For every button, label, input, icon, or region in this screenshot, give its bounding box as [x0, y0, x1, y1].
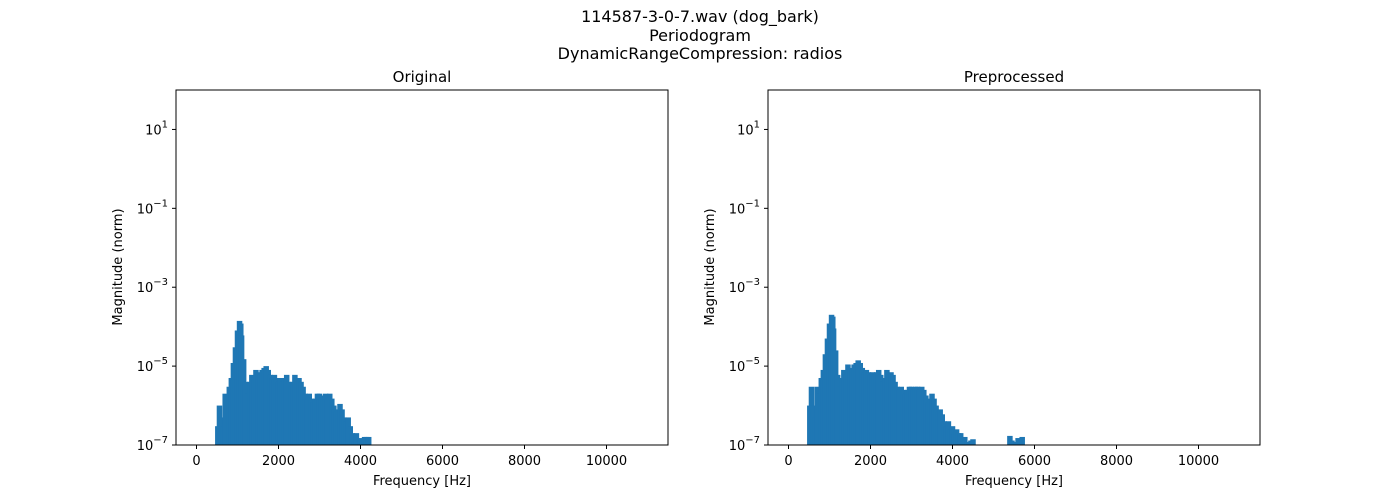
spectrum-bin [957, 433, 964, 445]
plot-area [807, 314, 1025, 445]
spectrum-bin [353, 433, 360, 445]
figure-title-line-1: 114587-3-0-7.wav (dog_bark) [581, 7, 819, 27]
x-tick-label: 6000 [1018, 454, 1051, 469]
x-tick-label: 10000 [1178, 454, 1219, 469]
plot-area [215, 320, 372, 445]
subplot-title: Original [393, 68, 452, 86]
x-tick-label: 10000 [586, 454, 627, 469]
x-axis-label: Frequency [Hz] [965, 474, 1063, 489]
x-tick-label: 4000 [936, 454, 969, 469]
x-tick-label: 8000 [508, 454, 541, 469]
x-axis-label: Frequency [Hz] [373, 474, 471, 489]
spectrum-bin [962, 436, 968, 445]
spectrum-bin [1019, 436, 1025, 445]
spectrum-bin [964, 441, 970, 445]
x-tick-label: 8000 [1100, 454, 1133, 469]
x-tick-label: 0 [784, 454, 792, 469]
x-tick-label: 2000 [262, 454, 295, 469]
x-tick-label: 4000 [344, 454, 377, 469]
y-axis-label: Magnitude (norm) [111, 208, 126, 325]
spectrum-bin [357, 438, 364, 445]
figure-title-line-3: DynamicRangeCompression: radios [558, 44, 843, 63]
x-axis-ticks: 0 2000 4000 6000 8000 10000 [784, 445, 1219, 469]
x-tick-label: 2000 [854, 454, 887, 469]
axes-frame [175, 89, 669, 446]
spectrum-bin [365, 436, 372, 445]
subplot-title: Preprocessed [964, 68, 1064, 86]
figure-title-line-2: Periodogram [649, 26, 751, 45]
axes-frame [767, 89, 1261, 446]
spectrum-bin [349, 433, 356, 445]
spectrum-bin [970, 439, 976, 445]
y-axis-label: Magnitude (norm) [703, 208, 718, 325]
x-axis-ticks: 0 2000 4000 6000 8000 10000 [192, 445, 627, 469]
spectrum-bin [1015, 438, 1021, 445]
x-tick-label: 0 [192, 454, 200, 469]
spectrum-bin [1007, 435, 1013, 445]
spectrum-bin [1009, 440, 1015, 445]
subplot-original: Original 0 2000 4000 6000 8000 10000 10−710−5… [111, 68, 669, 489]
x-tick-label: 6000 [426, 454, 459, 469]
